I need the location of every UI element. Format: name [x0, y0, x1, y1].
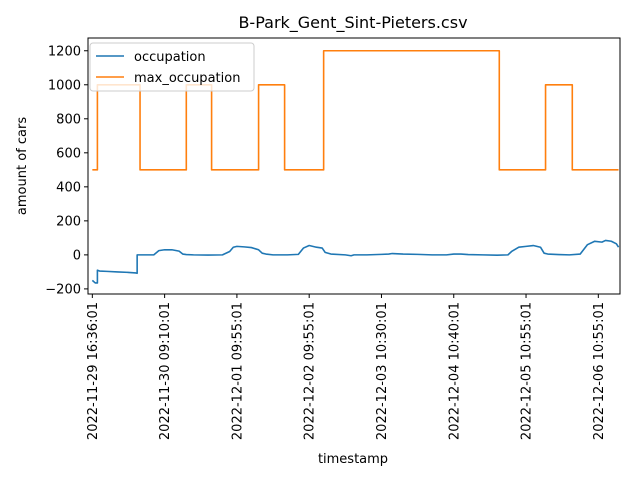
- legend-label-occupation: occupation: [134, 50, 206, 65]
- x-tick-label: 2022-11-30 09:10:01: [158, 302, 173, 440]
- y-tick-label: −200: [45, 282, 81, 297]
- x-tick-label: 2022-12-06 10:55:01: [592, 302, 607, 440]
- legend-box: [89, 42, 255, 92]
- y-axis: −200 0 200 400 600 800 1000 1200: [45, 44, 88, 297]
- y-tick-label: 1200: [48, 44, 81, 59]
- plot-frame: [87, 37, 621, 295]
- x-tick-label: 2022-12-04 10:40:01: [447, 302, 462, 440]
- series-line-occupation: [91, 239, 620, 284]
- y-axis-label: amount of cars: [15, 117, 30, 215]
- series-line-max-occupation: [92, 49, 619, 171]
- plot-lines: [91, 49, 620, 284]
- x-tick-label: 2022-11-29 16:36:01: [86, 302, 101, 440]
- y-tick-label: 1000: [48, 78, 81, 93]
- legend-label-max-occupation: max_occupation: [134, 71, 240, 86]
- y-tick-label: 400: [56, 180, 81, 195]
- x-axis-label: timestamp: [318, 452, 388, 467]
- legend: occupation max_occupation: [89, 42, 255, 92]
- y-tick-label: 0: [73, 248, 81, 263]
- x-tick-label: 2022-12-05 10:55:01: [520, 302, 535, 440]
- y-tick-label: 200: [56, 214, 81, 229]
- y-tick-label: 600: [56, 146, 81, 161]
- x-tick-label: 2022-12-02 09:55:01: [303, 302, 318, 440]
- y-tick-label: 800: [56, 112, 81, 127]
- x-tick-label: 2022-12-01 09:55:01: [230, 302, 245, 440]
- chart-title: B-Park_Gent_Sint-Pieters.csv: [238, 13, 467, 33]
- x-tick-label: 2022-12-03 10:30:01: [375, 302, 390, 440]
- x-axis: 2022-11-29 16:36:01 2022-11-30 09:10:01 20…: [86, 294, 607, 440]
